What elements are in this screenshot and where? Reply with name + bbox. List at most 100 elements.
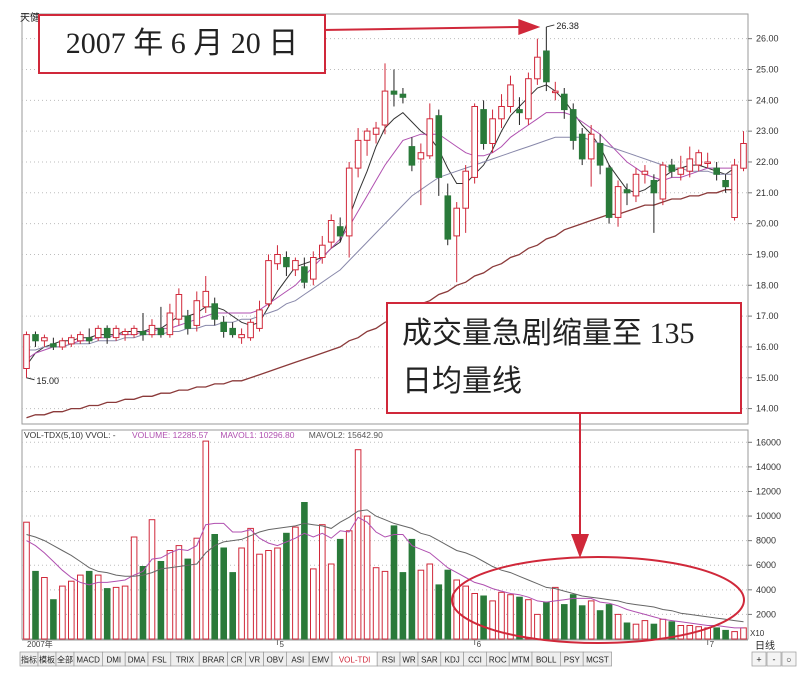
candle-body — [444, 195, 452, 240]
volume-header-label: VOL-TDX(5,10) VVOL: - — [24, 430, 116, 440]
indicator-tab-label[interactable]: CCI — [468, 656, 482, 665]
candle-body — [256, 309, 263, 329]
indicator-tab-label[interactable]: OBV — [267, 656, 285, 665]
volume-bar — [381, 570, 389, 640]
nav-control-button[interactable] — [751, 651, 767, 667]
indicator-tab-label[interactable]: ROC — [489, 656, 507, 665]
indicator-tab-label[interactable]: EMV — [312, 656, 330, 665]
candle-body — [292, 260, 299, 271]
nav-control-label: + — [756, 655, 761, 665]
volume-bar — [435, 584, 443, 640]
period-label[interactable]: 日线 — [755, 639, 775, 652]
volume-bar — [534, 613, 541, 640]
candle-body — [677, 167, 685, 175]
candle-body — [202, 290, 210, 308]
candle-body — [220, 321, 227, 332]
candle-body — [731, 164, 738, 219]
indicator-tab-label[interactable]: MTM — [511, 656, 530, 665]
volume-arrow-head — [571, 534, 589, 558]
indicator-tab-label[interactable]: ASI — [291, 656, 304, 665]
volume-bar — [659, 618, 667, 640]
volume-bar — [59, 585, 66, 640]
volume-bar — [399, 572, 407, 640]
price-tick-label: 25.00 — [756, 64, 779, 74]
indicator-tab-label[interactable]: DMA — [128, 656, 146, 665]
candle-body — [184, 315, 192, 329]
indicator-tab-label[interactable]: 全部 — [57, 655, 73, 665]
volume-note-line-1: 成交量急剧缩量至 135 — [402, 317, 695, 350]
price-tick-label: 23.00 — [756, 126, 779, 136]
volume-bar — [166, 550, 174, 640]
volume-tick-label: 14000 — [756, 462, 781, 472]
indicator-tab-label[interactable]: VOL-TDI — [339, 656, 371, 665]
indicator-tab-label[interactable]: WR — [402, 656, 416, 665]
volume-ma-lines — [26, 509, 744, 629]
indicator-tab-label[interactable]: BOLL — [536, 656, 557, 665]
candle-body — [166, 312, 174, 336]
price-tick-label: 18.00 — [756, 280, 779, 290]
price-tick-label: 21.00 — [756, 188, 779, 198]
volume-mavol2-line — [26, 509, 744, 623]
candle-body — [283, 257, 290, 268]
volume-bar — [713, 627, 721, 640]
candle-body — [77, 334, 84, 342]
candle-body — [650, 180, 658, 194]
volume-tick-label: 12000 — [756, 486, 781, 496]
price-tick-label: 22.00 — [756, 157, 779, 167]
indicator-tab-label[interactable]: PSY — [564, 656, 581, 665]
date-tick-label: 5 — [279, 640, 284, 649]
indicator-tab-label[interactable]: DMI — [106, 656, 121, 665]
indicator-tab-label[interactable]: 模板 — [39, 655, 55, 665]
candle-body — [41, 337, 48, 342]
nav-control-label: ○ — [786, 655, 791, 665]
date-callout-text: 2007 年 6 月 20 日 — [65, 27, 299, 60]
volume-bar — [426, 563, 434, 640]
candle-body — [121, 331, 129, 336]
candle-body — [68, 337, 75, 345]
candle-body — [390, 90, 398, 95]
volume-bar — [336, 538, 344, 640]
indicator-tab-bar[interactable]: 指标 模板 全部 MACD DMI DMA FSL TRIX BRAR CR VR OBV ASI EMV… — [19, 651, 797, 667]
indicator-tab-label[interactable]: VR — [249, 656, 260, 665]
price-tick-label: 15.00 — [756, 373, 779, 383]
candle-body — [408, 146, 416, 166]
indicator-tab-label[interactable]: RSI — [382, 656, 395, 665]
candle-body — [274, 254, 281, 265]
nav-control-button[interactable] — [781, 651, 797, 667]
indicator-tab-label[interactable]: KDJ — [445, 656, 460, 665]
indicator-tab-label[interactable]: SAR — [421, 656, 438, 665]
candle-body — [498, 106, 505, 120]
candle-body — [193, 300, 201, 326]
candle-body — [462, 170, 469, 209]
indicator-tab-label[interactable]: TRIX — [176, 656, 195, 665]
volume-header: VOL-TDX(5,10) VVOL: - VOLUME: 12285.57 MAV… — [24, 430, 383, 440]
price-axis: 14.00 15.00 16.00 17.00 18.00 19.00 20.00 21.00… — [26, 21, 779, 414]
candle-body — [32, 334, 39, 342]
volume-tick-label: 6000 — [756, 560, 776, 570]
candle-body — [507, 84, 514, 108]
candle-body — [561, 93, 568, 111]
volume-bar — [247, 527, 254, 640]
nav-control-button[interactable] — [766, 651, 782, 667]
volume-bar — [139, 566, 147, 640]
volume-note-callout: 成交量急剧缩量至 135 日均量线 — [386, 302, 742, 414]
volume-bar — [85, 570, 93, 640]
volume-bar — [32, 570, 39, 640]
volume-bar — [390, 525, 398, 640]
indicator-tab-label[interactable]: FSL — [152, 656, 167, 665]
indicator-tab[interactable] — [582, 651, 612, 667]
candle-body — [175, 294, 183, 320]
indicator-tab-label[interactable]: MACD — [76, 656, 100, 665]
volume-bar — [327, 563, 335, 640]
indicator-tab-label[interactable]: CR — [231, 656, 243, 665]
candle-body — [372, 127, 380, 135]
indicator-tab-label[interactable]: MCST — [586, 656, 609, 665]
indicator-tab-label[interactable]: 指标 — [21, 655, 37, 665]
date-arrow-line — [321, 25, 521, 31]
candle-body — [525, 78, 532, 120]
nav-control-label: - — [773, 655, 776, 665]
volume-bar — [605, 604, 613, 640]
date-tick-label: 6 — [477, 640, 482, 649]
indicator-tab-label[interactable]: BRAR — [202, 656, 224, 665]
